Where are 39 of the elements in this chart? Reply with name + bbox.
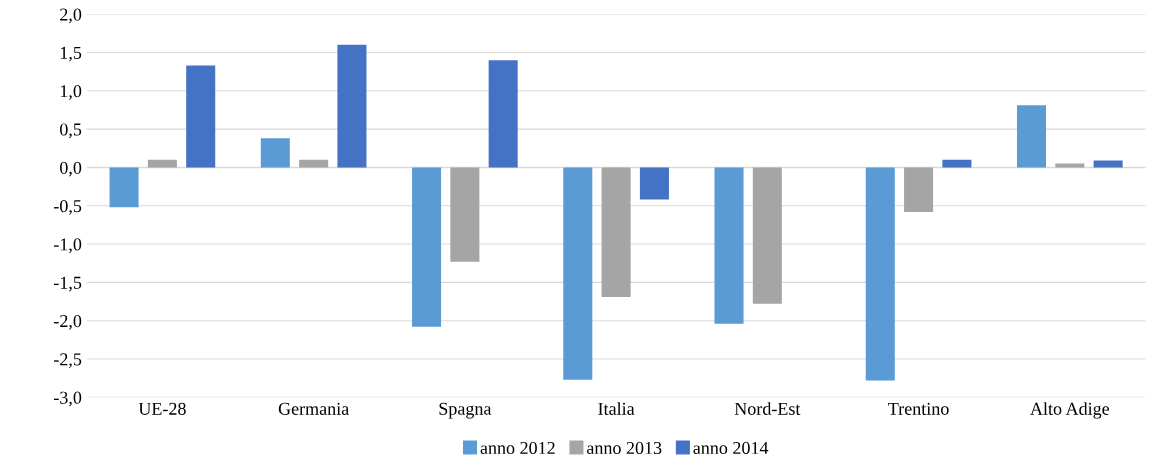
bar — [639, 167, 669, 200]
y-tick-label: 0,5 — [60, 123, 82, 139]
bar — [299, 159, 329, 168]
y-tick-label: -3,0 — [54, 391, 82, 407]
x-tick-label: Italia — [598, 402, 635, 415]
x-tick-label: Alto Adige — [1030, 402, 1110, 419]
bar — [450, 167, 480, 262]
x-tick-label: Spagna — [439, 402, 492, 419]
y-tick-label: -2,5 — [54, 353, 82, 369]
bar — [147, 159, 177, 168]
y-tick-label: 1,0 — [60, 85, 82, 100]
y-tick-label: 0,0 — [60, 161, 82, 177]
bar — [942, 159, 972, 168]
x-tick-label: Trentino — [888, 402, 949, 415]
y-tick-label: -0,5 — [54, 200, 82, 215]
y-tick-label: -1,0 — [54, 238, 82, 254]
bar — [337, 44, 367, 168]
bar — [109, 167, 139, 208]
bar — [904, 167, 934, 212]
bar — [714, 167, 744, 324]
x-tick-label: Nord-Est — [734, 402, 801, 415]
bar — [412, 167, 442, 327]
y-tick-label: -2,0 — [54, 314, 82, 330]
legend-label: anno 2013 — [587, 441, 662, 455]
y-tick-label: 2,0 — [60, 8, 82, 24]
bar — [865, 167, 895, 381]
legend-label: anno 2012 — [480, 441, 555, 455]
bar — [1016, 105, 1047, 168]
y-tick-label: 1,5 — [60, 46, 82, 62]
bar — [260, 138, 290, 168]
bar — [488, 60, 518, 168]
x-tick-label: Germania — [278, 402, 349, 415]
x-tick-label: UE-28 — [138, 402, 186, 415]
y-tick-label: -1,5 — [54, 276, 82, 292]
bar — [563, 167, 593, 380]
bar — [752, 167, 782, 304]
bar — [601, 167, 631, 297]
bar — [186, 65, 216, 168]
legend-label: anno 2014 — [693, 441, 769, 455]
